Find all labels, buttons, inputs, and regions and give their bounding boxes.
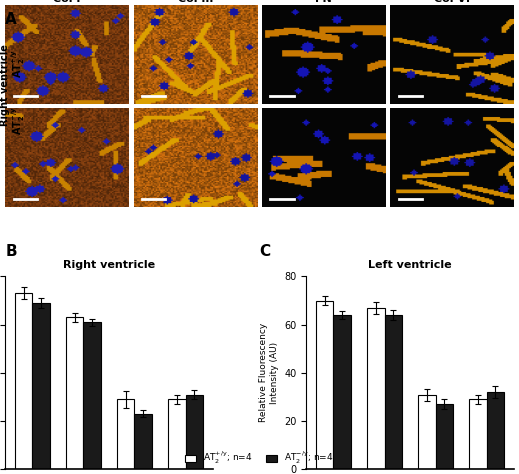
Bar [366,308,385,469]
Bar [316,301,334,469]
Bar [334,315,351,469]
Bar [435,404,454,469]
Bar [168,400,185,469]
Bar [84,322,101,469]
Bar [385,315,402,469]
Title: FN: FN [316,0,332,4]
Bar [65,318,84,469]
Title: Left ventricle: Left ventricle [368,260,452,270]
Text: $\mathregular{AT_2^{-/y}}$: $\mathregular{AT_2^{-/y}}$ [9,107,27,135]
Bar [486,392,504,469]
Text: $\mathregular{AT_2^{+/y}}$: $\mathregular{AT_2^{+/y}}$ [9,50,27,78]
Bar [134,414,153,469]
Bar [33,303,50,469]
Title: Right ventricle: Right ventricle [63,260,155,270]
Bar [117,400,134,469]
Text: A: A [5,12,17,27]
Bar [469,400,486,469]
Title: Col I: Col I [53,0,80,4]
Legend: $\mathregular{AT_2^{+/y}}$; n=4, $\mathregular{AT_2^{-/y}}$; n=4: $\mathregular{AT_2^{+/y}}$; n=4, $\mathr… [182,446,337,469]
Y-axis label: Relative Fluorescency
Intensity (AU): Relative Fluorescency Intensity (AU) [259,323,279,422]
Bar [418,394,435,469]
Bar [185,394,203,469]
Text: B: B [5,244,17,259]
Title: Col III: Col III [177,0,213,4]
Bar [15,293,33,469]
Text: Right ventricle: Right ventricle [0,45,10,126]
Title: Col VI: Col VI [434,0,470,4]
Text: C: C [260,244,270,259]
